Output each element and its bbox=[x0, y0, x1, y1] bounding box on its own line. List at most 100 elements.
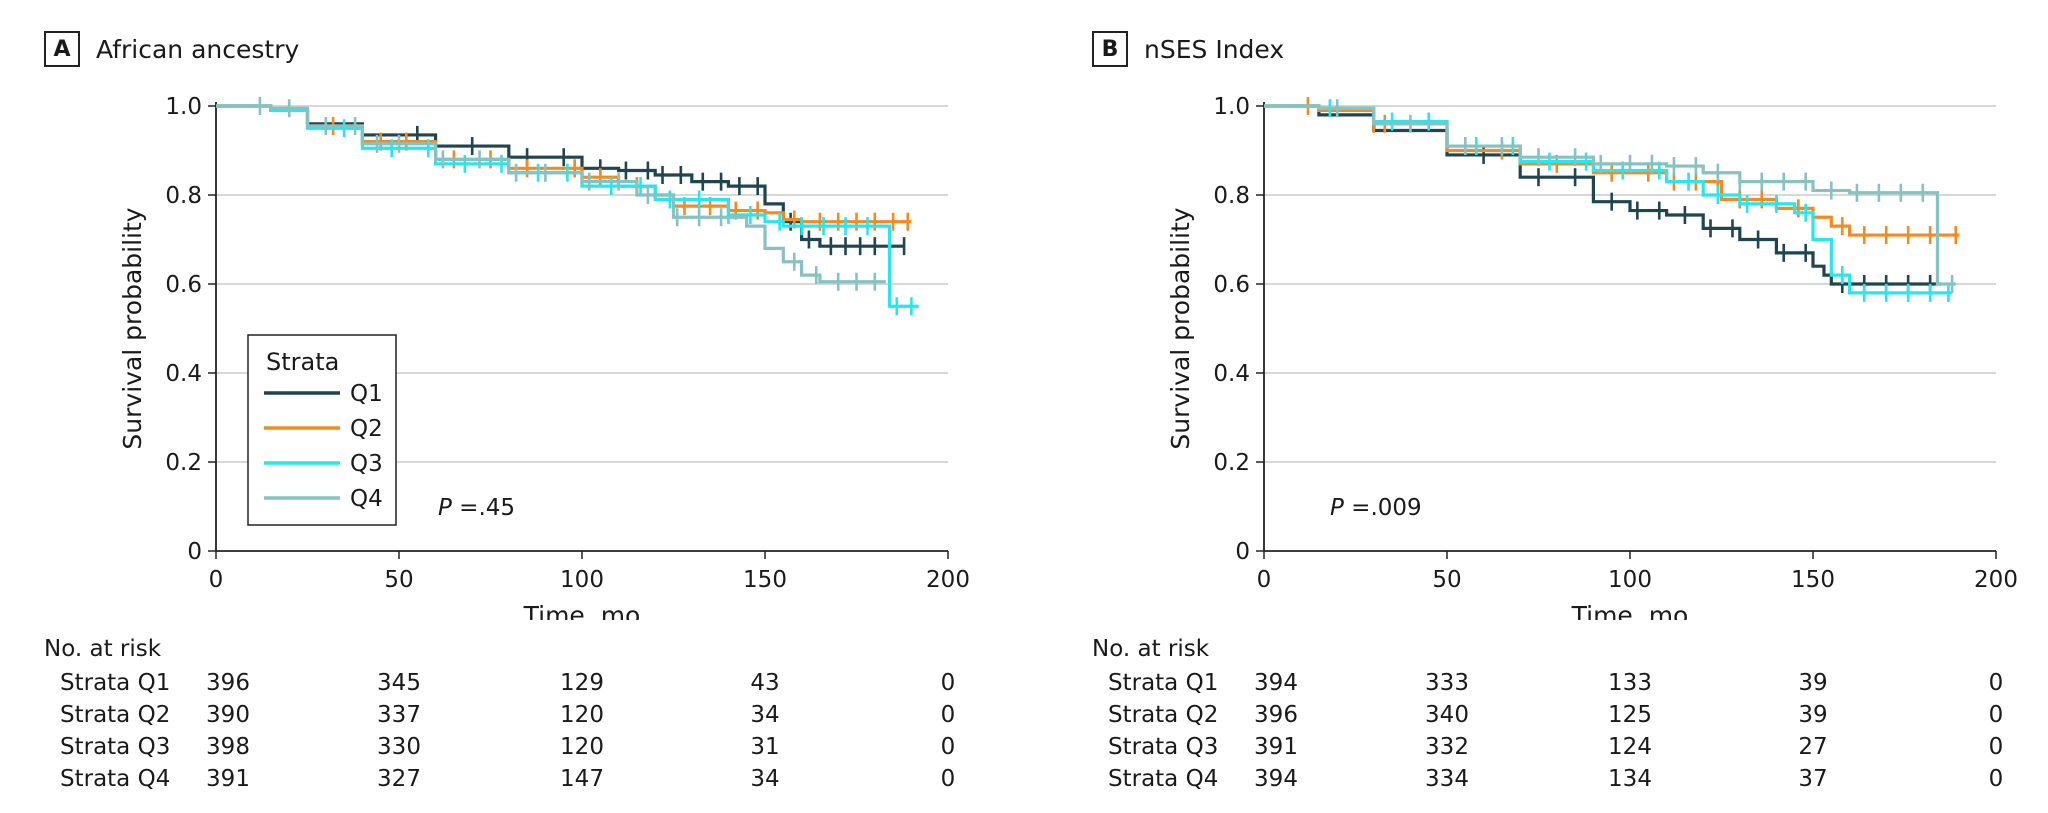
risk-cell: 345 bbox=[377, 670, 421, 696]
y-tick-label: 0.4 bbox=[1213, 361, 1250, 387]
risk-cell: 391 bbox=[1254, 734, 1298, 760]
x-tick-label: 200 bbox=[1974, 567, 2018, 593]
risk-cell: 120 bbox=[560, 734, 604, 760]
risk-cell: 39 bbox=[1798, 670, 1828, 696]
legend-label-q3: Q3 bbox=[350, 451, 383, 477]
risk-cell: 37 bbox=[1798, 766, 1828, 792]
x-tick-label: 0 bbox=[209, 567, 224, 593]
legend-label-q4: Q4 bbox=[350, 486, 383, 512]
risk-cell: 0 bbox=[1988, 734, 2004, 760]
x-axis-label: Time, mo bbox=[523, 601, 641, 620]
risk-cell: 337 bbox=[377, 702, 421, 728]
panel-b-letter: B bbox=[1092, 31, 1128, 67]
risk-cell: 27 bbox=[1798, 734, 1828, 760]
y-tick-label: 0.6 bbox=[1213, 272, 1250, 298]
legend-title: Strata bbox=[266, 348, 339, 376]
p-value-value: =.009 bbox=[1344, 495, 1422, 521]
y-tick-label: 0 bbox=[187, 539, 202, 565]
p-value-label: P bbox=[1330, 495, 1344, 521]
risk-cell: 147 bbox=[560, 766, 604, 792]
risk-cell: 34 bbox=[750, 766, 780, 792]
risk-cell: 129 bbox=[560, 670, 604, 696]
series-q4 bbox=[216, 97, 886, 291]
risk-cell: 125 bbox=[1608, 702, 1652, 728]
risk-cell: 124 bbox=[1608, 734, 1652, 760]
y-tick-label: 1.0 bbox=[165, 94, 202, 120]
x-axis-label: Time, mo bbox=[1571, 601, 1689, 620]
p-value: P =.009 bbox=[1330, 495, 1422, 521]
risk-cell: 0 bbox=[940, 766, 956, 792]
legend-box bbox=[247, 334, 397, 526]
y-tick-label: 0.2 bbox=[165, 450, 202, 476]
risk-row-label: Strata Q2 bbox=[60, 702, 171, 728]
risk-cell: 398 bbox=[206, 734, 250, 760]
risk-cell: 390 bbox=[206, 702, 250, 728]
legend: Strata Q1 Q2 Q3 Q4 bbox=[247, 334, 397, 526]
risk-cell: 0 bbox=[1988, 702, 2004, 728]
risk-row-label: Strata Q1 bbox=[60, 670, 171, 696]
p-value: P =.45 bbox=[438, 495, 515, 521]
risk-cell: 394 bbox=[1254, 766, 1298, 792]
panel-b: B nSES Index 0 0.2 0.4 0.6 0.8 1.0 0 50 100 150 20… bbox=[1048, 0, 2048, 813]
panel-a-risk-header: No. at risk bbox=[44, 636, 162, 662]
risk-cell: 333 bbox=[1425, 670, 1469, 696]
panel-a-letter: A bbox=[44, 31, 80, 67]
risk-cell: 34 bbox=[750, 702, 780, 728]
x-tick-label: 50 bbox=[384, 567, 413, 593]
risk-cell: 327 bbox=[377, 766, 421, 792]
panel-b-chart: 0 0.2 0.4 0.6 0.8 1.0 0 50 100 150 200 Time, mo Surv… bbox=[1166, 94, 2018, 620]
x-tick-label: 150 bbox=[1791, 567, 1835, 593]
risk-row-label: Strata Q1 bbox=[1108, 670, 1219, 696]
risk-cell: 394 bbox=[1254, 670, 1298, 696]
x-tick-label: 200 bbox=[926, 567, 970, 593]
risk-cell: 396 bbox=[206, 670, 250, 696]
panel-b-risk-header: No. at risk bbox=[1092, 636, 1210, 662]
x-tick-label: 100 bbox=[560, 567, 604, 593]
risk-cell: 0 bbox=[940, 702, 956, 728]
risk-cell: 0 bbox=[1988, 766, 2004, 792]
x-tick-label: 0 bbox=[1257, 567, 1272, 593]
y-tick-label: 0.4 bbox=[165, 361, 202, 387]
panel-b-header: B nSES Index bbox=[1092, 31, 1284, 67]
risk-cell: 391 bbox=[206, 766, 250, 792]
risk-cell: 332 bbox=[1425, 734, 1469, 760]
survival-line-q3 bbox=[1264, 104, 1953, 295]
y-tick-label: 0 bbox=[1235, 539, 1250, 565]
legend-label-q2: Q2 bbox=[350, 416, 383, 442]
risk-cell: 396 bbox=[1254, 702, 1298, 728]
risk-cell: 334 bbox=[1425, 766, 1469, 792]
risk-row-label: Strata Q4 bbox=[60, 766, 171, 792]
risk-cell: 133 bbox=[1608, 670, 1652, 696]
risk-cell: 43 bbox=[750, 670, 780, 696]
risk-cell: 0 bbox=[940, 670, 956, 696]
risk-cell: 330 bbox=[377, 734, 421, 760]
series-q1 bbox=[1264, 104, 1942, 293]
risk-row-label: Strata Q2 bbox=[1108, 702, 1219, 728]
x-tick-label: 50 bbox=[1432, 567, 1461, 593]
x-tick-label: 150 bbox=[743, 567, 787, 593]
legend-label-q1: Q1 bbox=[350, 381, 383, 407]
risk-row-label: Strata Q4 bbox=[1108, 766, 1219, 792]
risk-cell: 39 bbox=[1798, 702, 1828, 728]
panel-b-title: nSES Index bbox=[1144, 34, 1285, 64]
risk-cell: 0 bbox=[1988, 670, 2004, 696]
y-tick-label: 0.8 bbox=[1213, 183, 1250, 209]
p-value-value: =.45 bbox=[452, 495, 515, 521]
risk-cell: 0 bbox=[940, 734, 956, 760]
risk-cell: 31 bbox=[750, 734, 780, 760]
y-axis-label: Survival probability bbox=[118, 207, 147, 449]
survival-line-q4 bbox=[216, 104, 886, 284]
risk-cell: 120 bbox=[560, 702, 604, 728]
panel-a-title: African ancestry bbox=[96, 34, 300, 64]
risk-cell: 134 bbox=[1608, 766, 1652, 792]
risk-cell: 340 bbox=[1425, 702, 1469, 728]
risk-row-label: Strata Q3 bbox=[60, 734, 171, 760]
y-tick-label: 1.0 bbox=[1213, 94, 1250, 120]
panel-a-chart: 0 0.2 0.4 0.6 0.8 1.0 0 50 100 150 200 Time, mo Surv… bbox=[118, 94, 970, 620]
y-tick-label: 0.6 bbox=[165, 272, 202, 298]
x-tick-label: 100 bbox=[1608, 567, 1652, 593]
y-tick-label: 0.8 bbox=[165, 183, 202, 209]
p-value-label: P bbox=[438, 495, 452, 521]
survival-line-q4 bbox=[1264, 104, 1956, 286]
y-tick-label: 0.2 bbox=[1213, 450, 1250, 476]
